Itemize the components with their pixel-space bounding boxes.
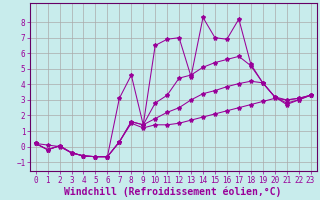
X-axis label: Windchill (Refroidissement éolien,°C): Windchill (Refroidissement éolien,°C) xyxy=(64,186,282,197)
